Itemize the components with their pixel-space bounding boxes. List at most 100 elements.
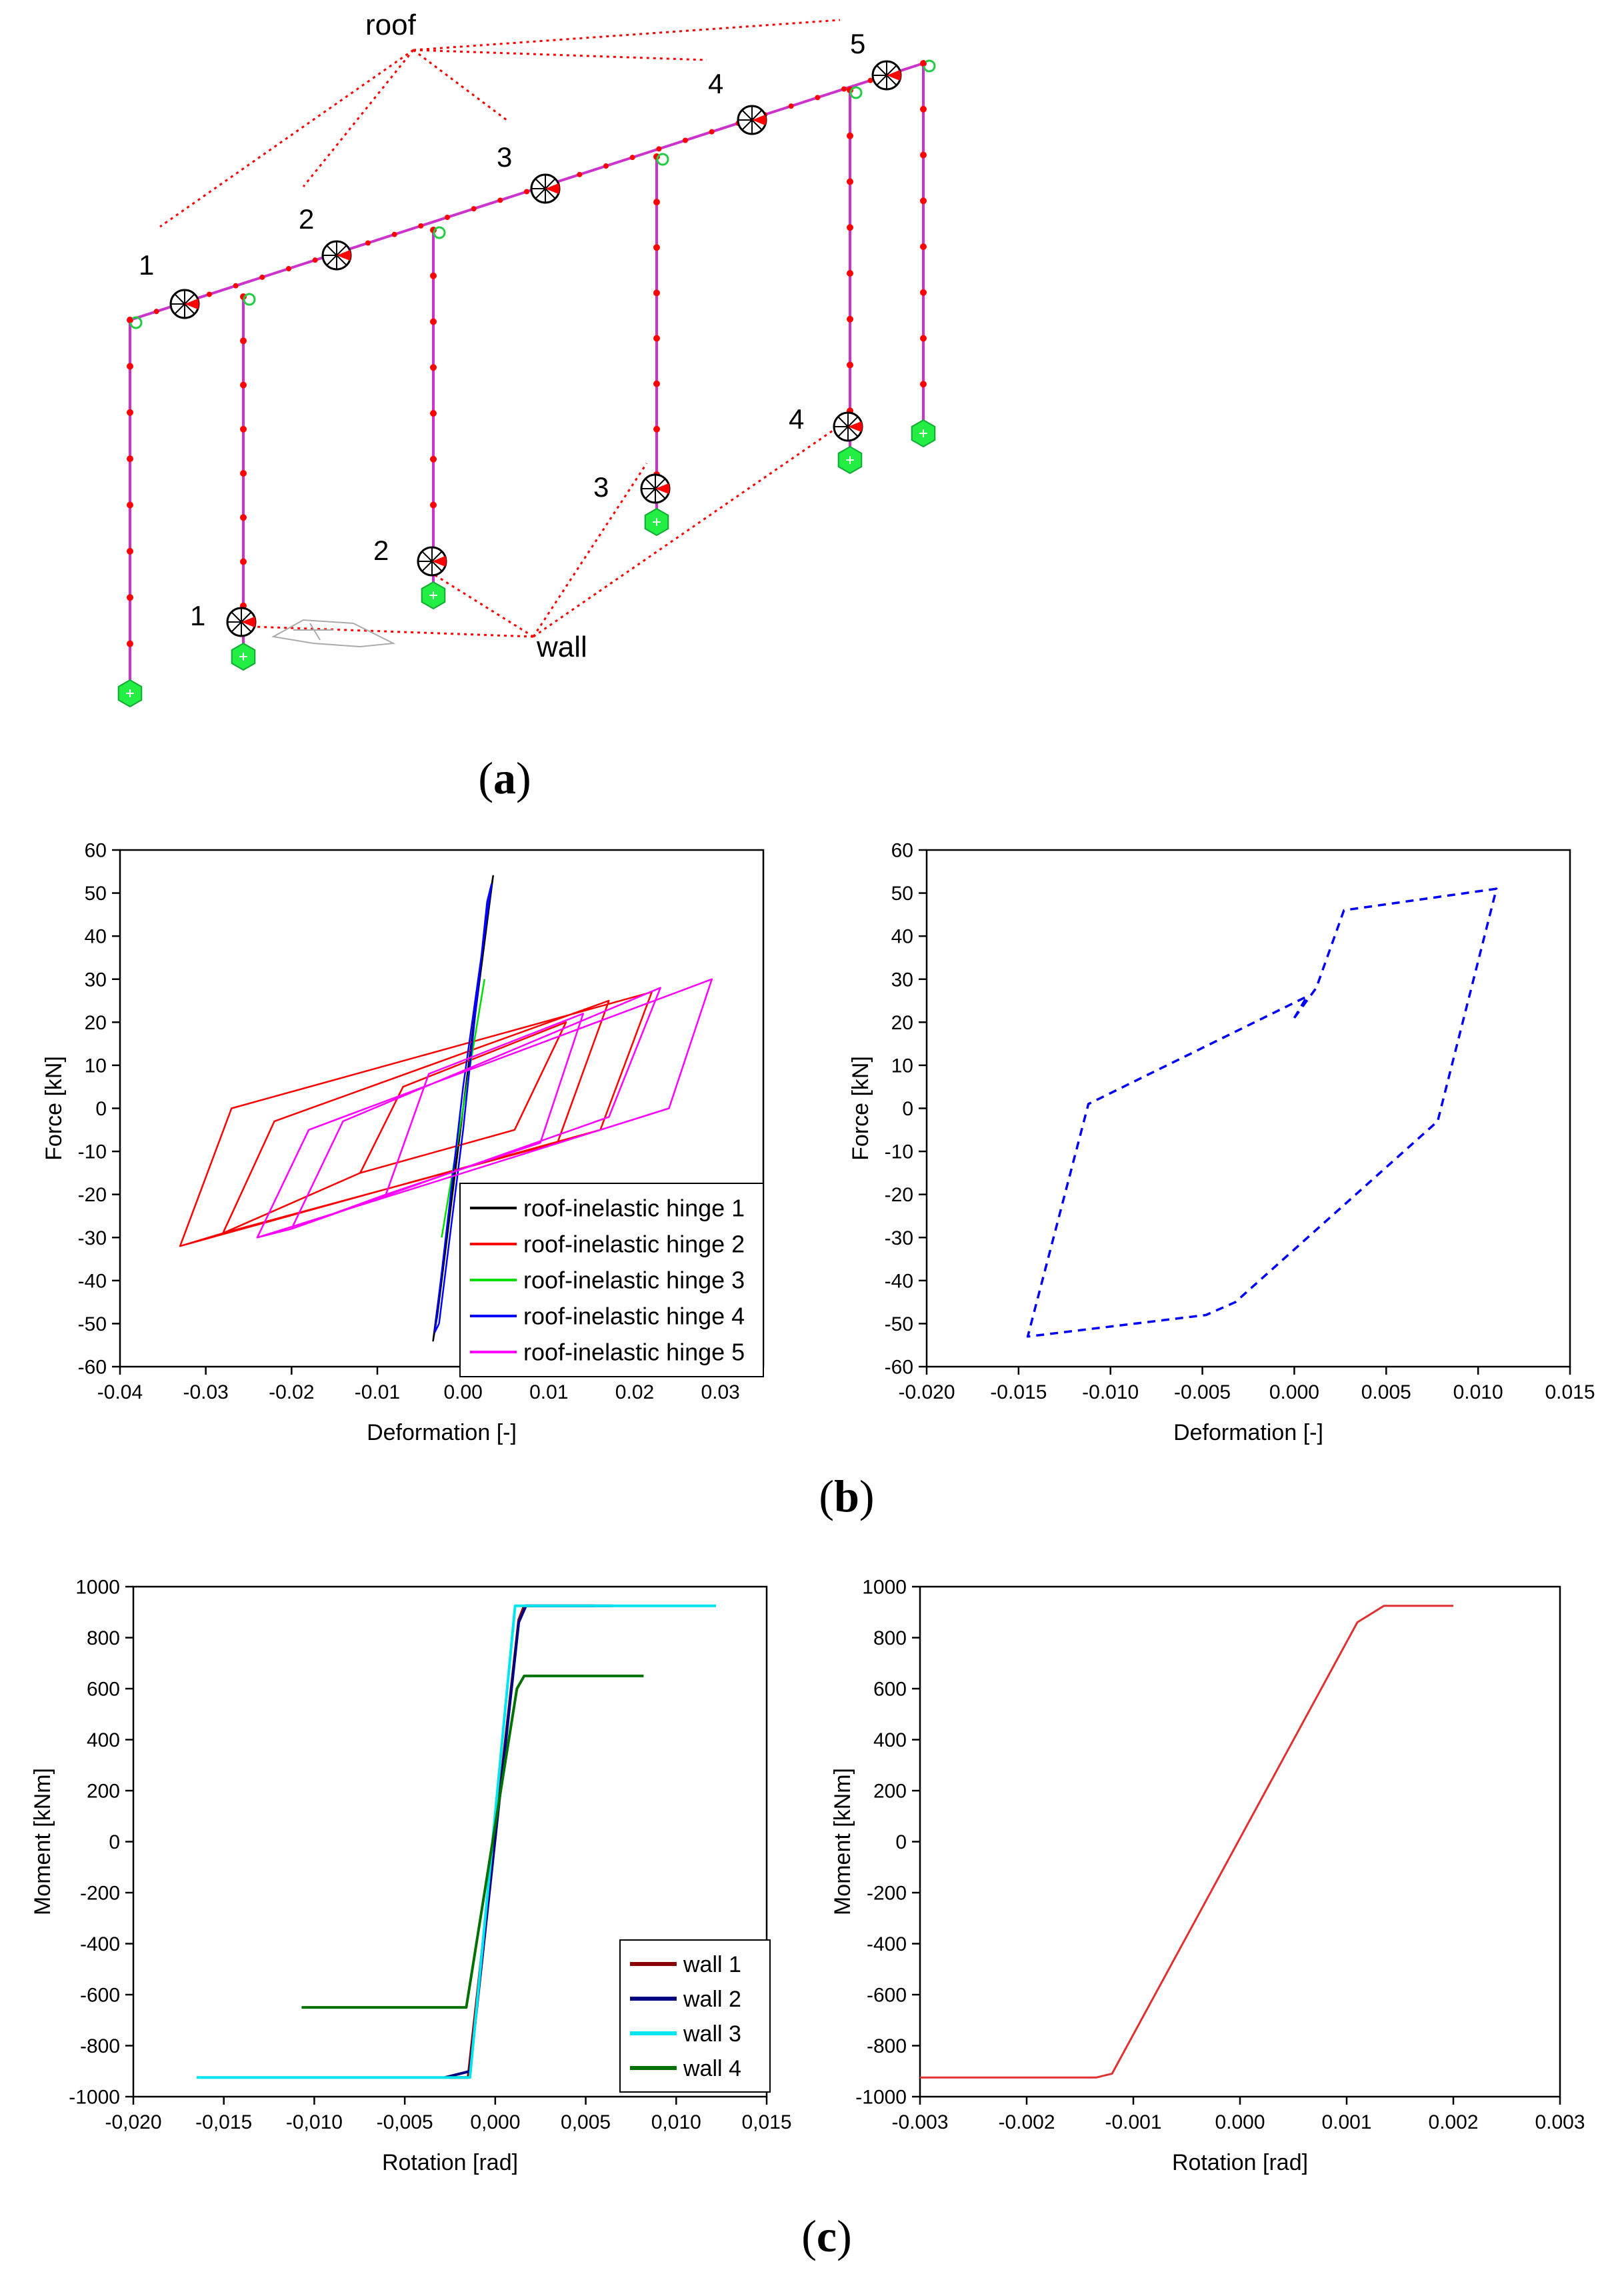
beam-node: [286, 266, 291, 271]
roof-label: roof: [365, 9, 417, 41]
support-cross: [239, 653, 247, 661]
x-tick-label: -0.020: [898, 1381, 955, 1403]
column-node: [127, 363, 133, 370]
column-node: [920, 289, 927, 296]
x-tick-label: -0,005: [377, 2111, 433, 2133]
support-cross: [846, 456, 854, 464]
callout-line: [159, 49, 414, 228]
beam-node: [788, 103, 794, 109]
chart-force-deformation-single: -0.020 -0.015 -0.010 -0.005 0.000 0.005 0.010 0…: [848, 840, 1595, 1446]
column-node: [847, 178, 853, 185]
y-axis-label: Force [kN]: [41, 1056, 67, 1161]
y-tick-label: -20: [78, 1184, 107, 1206]
y-tick-label: 1000: [862, 1577, 907, 1599]
column-node: [240, 381, 247, 389]
wall-hinge-label-2: 2: [373, 535, 389, 566]
x-tick-label: -0.01: [355, 1381, 400, 1403]
x-tick-label: -0,015: [195, 2111, 252, 2133]
y-tick-label: -40: [885, 1270, 913, 1292]
frame-members: [127, 59, 936, 693]
column-top-node: [243, 293, 256, 306]
roof-hinge-icon-2: [321, 240, 352, 271]
support-cross: [429, 591, 437, 599]
column-node: [920, 381, 927, 388]
y-tick-label: 200: [873, 1781, 907, 1803]
y-tick-label: 60: [891, 840, 913, 862]
series-line-data: [920, 1605, 1453, 2079]
x-tick-label: 0.010: [1453, 1381, 1503, 1403]
support-cross: [653, 518, 661, 526]
x-tick-label: -0.04: [97, 1381, 143, 1403]
caption-b: (b): [819, 1471, 875, 1521]
y-tick-label: 30: [85, 969, 107, 991]
y-axis-label: Moment [kNm]: [30, 1768, 55, 1915]
x-tick-label: 0.015: [1545, 1381, 1595, 1403]
y-tick-label: 400: [873, 1729, 907, 1751]
y-tick-label: 0: [109, 1831, 120, 1853]
beam-node: [603, 163, 609, 169]
x-tick-label: 0.000: [1215, 2111, 1265, 2133]
column-node: [653, 289, 660, 297]
y-tick-label: 10: [891, 1055, 913, 1077]
x-tick-label: -0.005: [1174, 1381, 1231, 1403]
callout-line: [532, 463, 648, 637]
callout-line: [413, 19, 841, 51]
beam-node: [207, 291, 212, 297]
column-node: [127, 640, 133, 647]
x-tick-label: 0.003: [1535, 2111, 1585, 2133]
plot-frame: [919, 1585, 1561, 2098]
series-line-wall-3: [197, 1604, 716, 2079]
supports: [117, 419, 936, 708]
y-tick-label: -30: [885, 1227, 913, 1249]
hinge-wedge: [848, 421, 863, 432]
hinge-wedge: [545, 183, 560, 194]
beam-node: [497, 197, 503, 203]
roof-hinge-label-2: 2: [299, 203, 314, 235]
column-node: [430, 318, 437, 325]
y-tick-label: -1000: [855, 2087, 907, 2109]
y-tick-label: -60: [78, 1357, 107, 1379]
column-node: [430, 501, 437, 509]
callout-line: [253, 625, 534, 638]
beam-node: [259, 274, 265, 280]
column-node: [920, 197, 927, 205]
y-tick-label: -50: [78, 1313, 107, 1335]
legend-label: roof-inelastic hinge 2: [523, 1231, 745, 1258]
series-line-data: [1026, 887, 1498, 1338]
beam-node: [233, 283, 239, 289]
beam-node: [683, 137, 688, 143]
column-node: [240, 470, 247, 477]
callout-line: [413, 49, 707, 61]
roof-hinge-label-3: 3: [497, 141, 512, 173]
y-tick-label: -50: [885, 1313, 913, 1335]
chart-moment-rotation-all-walls: -0,020 -0,015 -0,010 -0,005 0,000 0,005 0,010 0…: [30, 1577, 792, 2176]
column-top-node: [849, 86, 863, 99]
column-top-node: [656, 153, 669, 166]
support-cross: [126, 689, 134, 697]
beam-node: [127, 317, 133, 323]
column-node: [847, 224, 853, 231]
x-tick-label: 0,000: [470, 2111, 520, 2133]
wall-hinge-icon-2: [417, 546, 447, 577]
y-tick-label: -200: [80, 1883, 120, 1905]
series-line-wall-4: [301, 1674, 644, 2009]
y-tick-label: 800: [873, 1627, 907, 1649]
hinge-wedge: [432, 556, 447, 567]
column-top-node: [923, 59, 936, 73]
caption-c: (c): [801, 2211, 852, 2261]
column-node: [127, 409, 133, 416]
y-tick-label: -60: [885, 1357, 913, 1379]
y-tick-label: 600: [873, 1679, 907, 1701]
x-tick-label: -0.002: [998, 2111, 1055, 2133]
column-node: [653, 335, 660, 342]
callout-line: [533, 422, 844, 638]
wall-label: wall: [536, 631, 587, 663]
beam-node: [524, 189, 529, 195]
y-tick-label: 0: [95, 1098, 107, 1120]
x-tick-label: -0.001: [1105, 2111, 1161, 2133]
support-cross: [919, 429, 927, 437]
x-axis-label: Deformation [-]: [1173, 1420, 1323, 1445]
beam-node: [629, 155, 635, 161]
series-line-roof-inelastic-hinge-4: [433, 883, 493, 1333]
roof-hinge-label-5: 5: [850, 28, 865, 59]
